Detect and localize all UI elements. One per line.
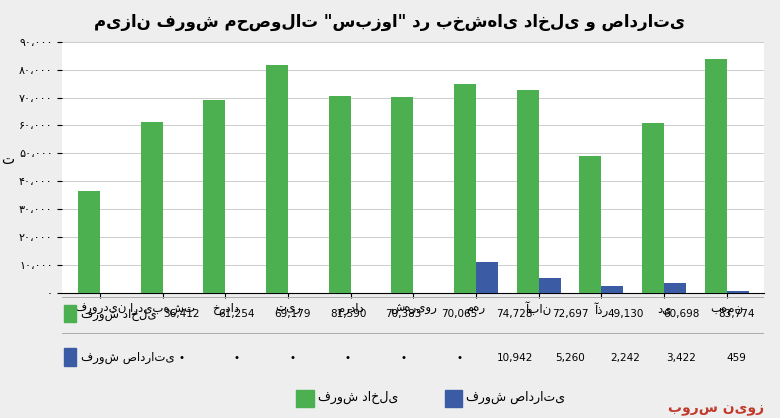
Bar <box>727 291 749 293</box>
Text: 5,260: 5,260 <box>555 353 585 363</box>
Text: 83,774: 83,774 <box>718 309 755 319</box>
Bar <box>705 59 727 293</box>
Bar <box>445 390 462 407</box>
Bar <box>64 305 76 322</box>
Bar <box>204 100 225 293</box>
Text: 74,728: 74,728 <box>496 309 533 319</box>
Bar <box>664 283 686 293</box>
Text: 49,130: 49,130 <box>608 309 644 319</box>
Text: •: • <box>234 353 240 363</box>
Text: 70,065: 70,065 <box>441 309 477 319</box>
Bar <box>329 97 351 293</box>
Text: 2,242: 2,242 <box>611 353 640 363</box>
Bar <box>642 123 664 293</box>
Bar <box>140 122 163 293</box>
Text: 61,254: 61,254 <box>218 309 255 319</box>
Text: •: • <box>345 353 351 363</box>
Text: بورس نیوز: بورس نیوز <box>668 402 764 416</box>
Text: 60,698: 60,698 <box>663 309 700 319</box>
Text: •: • <box>179 353 184 363</box>
Bar <box>64 349 76 366</box>
Bar <box>392 97 413 293</box>
Text: 459: 459 <box>727 353 746 363</box>
Text: 3,422: 3,422 <box>666 353 696 363</box>
Text: 36,412: 36,412 <box>163 309 200 319</box>
Text: •: • <box>456 353 462 363</box>
Text: فروش داخلی: فروش داخلی <box>81 308 157 321</box>
Y-axis label: ت: ت <box>2 153 14 167</box>
Text: 72,697: 72,697 <box>551 309 588 319</box>
Bar <box>580 155 601 293</box>
Text: •: • <box>400 353 406 363</box>
Text: 10,942: 10,942 <box>496 353 533 363</box>
Bar <box>539 278 561 293</box>
Text: فروش صادراتی: فروش صادراتی <box>466 391 566 404</box>
Text: 70,383: 70,383 <box>385 309 422 319</box>
Bar <box>78 191 100 293</box>
Text: •: • <box>289 353 296 363</box>
Text: 81,590: 81,590 <box>330 309 366 319</box>
Bar <box>601 286 623 293</box>
Text: فروش صادراتی: فروش صادراتی <box>81 352 175 364</box>
Bar <box>517 90 539 293</box>
Bar <box>454 84 476 293</box>
Bar <box>296 390 314 407</box>
Bar <box>476 262 498 293</box>
Text: فروش داخلی: فروش داخلی <box>318 391 399 404</box>
Text: میزان فروش محصولات "سبزوا" در بخش‌های داخلی و صادراتی: میزان فروش محصولات "سبزوا" در بخش‌های دا… <box>94 13 686 31</box>
Bar <box>266 65 288 293</box>
Text: 69,179: 69,179 <box>275 309 310 319</box>
